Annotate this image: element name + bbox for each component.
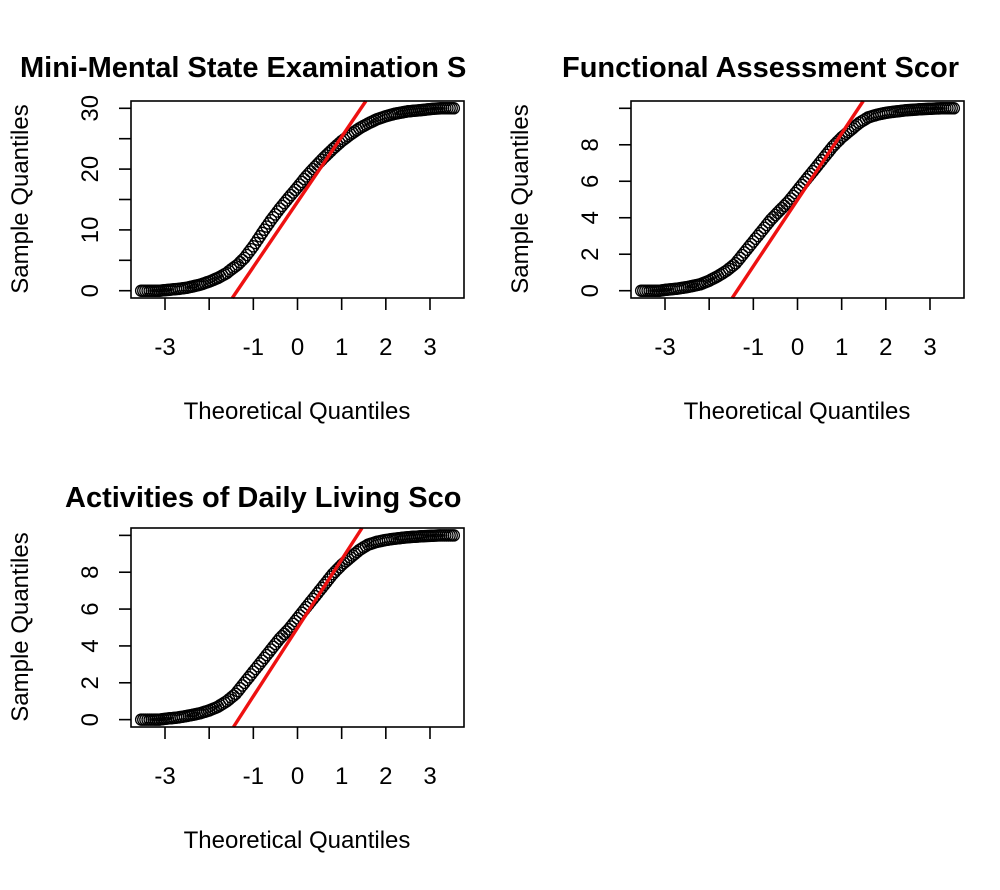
sample-point xyxy=(247,240,260,253)
x-tick-label: 0 xyxy=(291,334,304,361)
y-tick-label: 6 xyxy=(577,175,604,188)
x-axis-label: Theoretical Quantiles xyxy=(184,827,411,854)
y-axis-label: Sample Quantiles xyxy=(7,104,34,293)
x-tick-label: 2 xyxy=(879,334,892,361)
y-tick-label: 30 xyxy=(77,95,104,122)
sample-point xyxy=(326,567,340,581)
sample-point xyxy=(773,204,787,217)
qq-panel-mmse: Mini-Mental State Examination S Theoreti… xyxy=(7,52,466,425)
y-tick-label: 8 xyxy=(77,566,104,579)
sample-point xyxy=(947,102,961,115)
x-tick-label: 3 xyxy=(923,334,936,361)
reference-line xyxy=(232,527,364,728)
sample-point xyxy=(447,102,461,115)
x-tick-label: 1 xyxy=(835,334,848,361)
x-tick-label: -1 xyxy=(243,334,264,361)
x-tick-label: 0 xyxy=(291,763,304,790)
y-tick-label: 2 xyxy=(77,676,104,689)
qq-panel-activities-daily-living: Activities of Daily Living Sco Theoretic… xyxy=(7,482,465,854)
plot-frame xyxy=(130,100,465,299)
sample-point xyxy=(764,213,778,226)
plot-frame xyxy=(630,100,965,299)
y-tick-label: 0 xyxy=(77,284,104,297)
y-tick-label: 8 xyxy=(577,138,604,151)
sample-point xyxy=(826,140,840,153)
sample-point xyxy=(244,242,258,256)
x-tick-label: 2 xyxy=(379,763,392,790)
x-tick-label: -3 xyxy=(654,334,675,361)
x-tick-label: 2 xyxy=(379,334,392,361)
sample-point xyxy=(251,233,265,246)
sample-point xyxy=(273,632,287,645)
y-axis-label: Sample Quantiles xyxy=(7,532,34,721)
sample-point xyxy=(328,565,342,579)
sample-point xyxy=(258,223,271,236)
y-tick-label: 6 xyxy=(77,602,104,615)
sample-point xyxy=(769,208,782,222)
sample-point xyxy=(275,630,289,643)
x-axis-label: Theoretical Quantiles xyxy=(184,398,411,425)
x-tick-label: 3 xyxy=(423,763,436,790)
sample-point xyxy=(727,258,740,272)
x-tick-label: -3 xyxy=(154,763,175,790)
plot-frame xyxy=(130,527,465,728)
sample-point xyxy=(278,627,291,641)
sample-point xyxy=(725,260,738,274)
sample-point xyxy=(830,135,844,149)
panel-title: Mini-Mental State Examination S xyxy=(20,52,466,84)
sample-point xyxy=(260,220,273,233)
sample-point xyxy=(775,201,789,215)
sample-point xyxy=(233,256,247,269)
qq-panel-functional-assessment: Functional Assessment Scor Theoretical Q… xyxy=(507,52,965,425)
x-tick-label: -3 xyxy=(154,334,175,361)
y-tick-label: 20 xyxy=(77,156,104,183)
x-tick-label: 3 xyxy=(423,334,436,361)
x-tick-label: -1 xyxy=(743,334,764,361)
x-tick-label: 1 xyxy=(335,763,348,790)
sample-point xyxy=(249,236,262,250)
axis-ticks: -3 -1 0 1 2 3 0 2 4 6 8 xyxy=(77,534,437,790)
reference-line xyxy=(730,100,865,299)
y-tick-label: 0 xyxy=(577,284,604,297)
y-axis-label: Sample Quantiles xyxy=(507,104,534,293)
sample-point xyxy=(778,199,791,213)
sample-point xyxy=(771,206,784,219)
sample-point xyxy=(447,529,461,542)
y-tick-label: 0 xyxy=(77,713,104,726)
sample-point xyxy=(253,230,267,243)
sample-point xyxy=(255,226,269,240)
x-axis-label: Theoretical Quantiles xyxy=(684,398,911,425)
y-tick-label: 4 xyxy=(77,639,104,652)
panel-title: Activities of Daily Living Sco xyxy=(65,482,461,514)
x-tick-label: -1 xyxy=(243,763,264,790)
sample-point xyxy=(227,689,240,702)
panel-title: Functional Assessment Scor xyxy=(562,52,959,84)
sample-points xyxy=(134,102,461,297)
sample-points xyxy=(134,529,461,726)
y-tick-label: 2 xyxy=(577,248,604,261)
axis-ticks: -3 -1 0 1 2 3 0 2 4 6 8 xyxy=(577,107,937,361)
y-tick-label: 10 xyxy=(77,217,104,244)
reference-line xyxy=(230,100,368,299)
x-tick-label: 1 xyxy=(335,334,348,361)
sample-point xyxy=(225,691,238,704)
sample-point xyxy=(828,138,842,151)
sample-point xyxy=(766,211,780,224)
y-tick-label: 4 xyxy=(577,211,604,224)
x-tick-label: 0 xyxy=(791,334,804,361)
sample-point xyxy=(231,258,245,271)
